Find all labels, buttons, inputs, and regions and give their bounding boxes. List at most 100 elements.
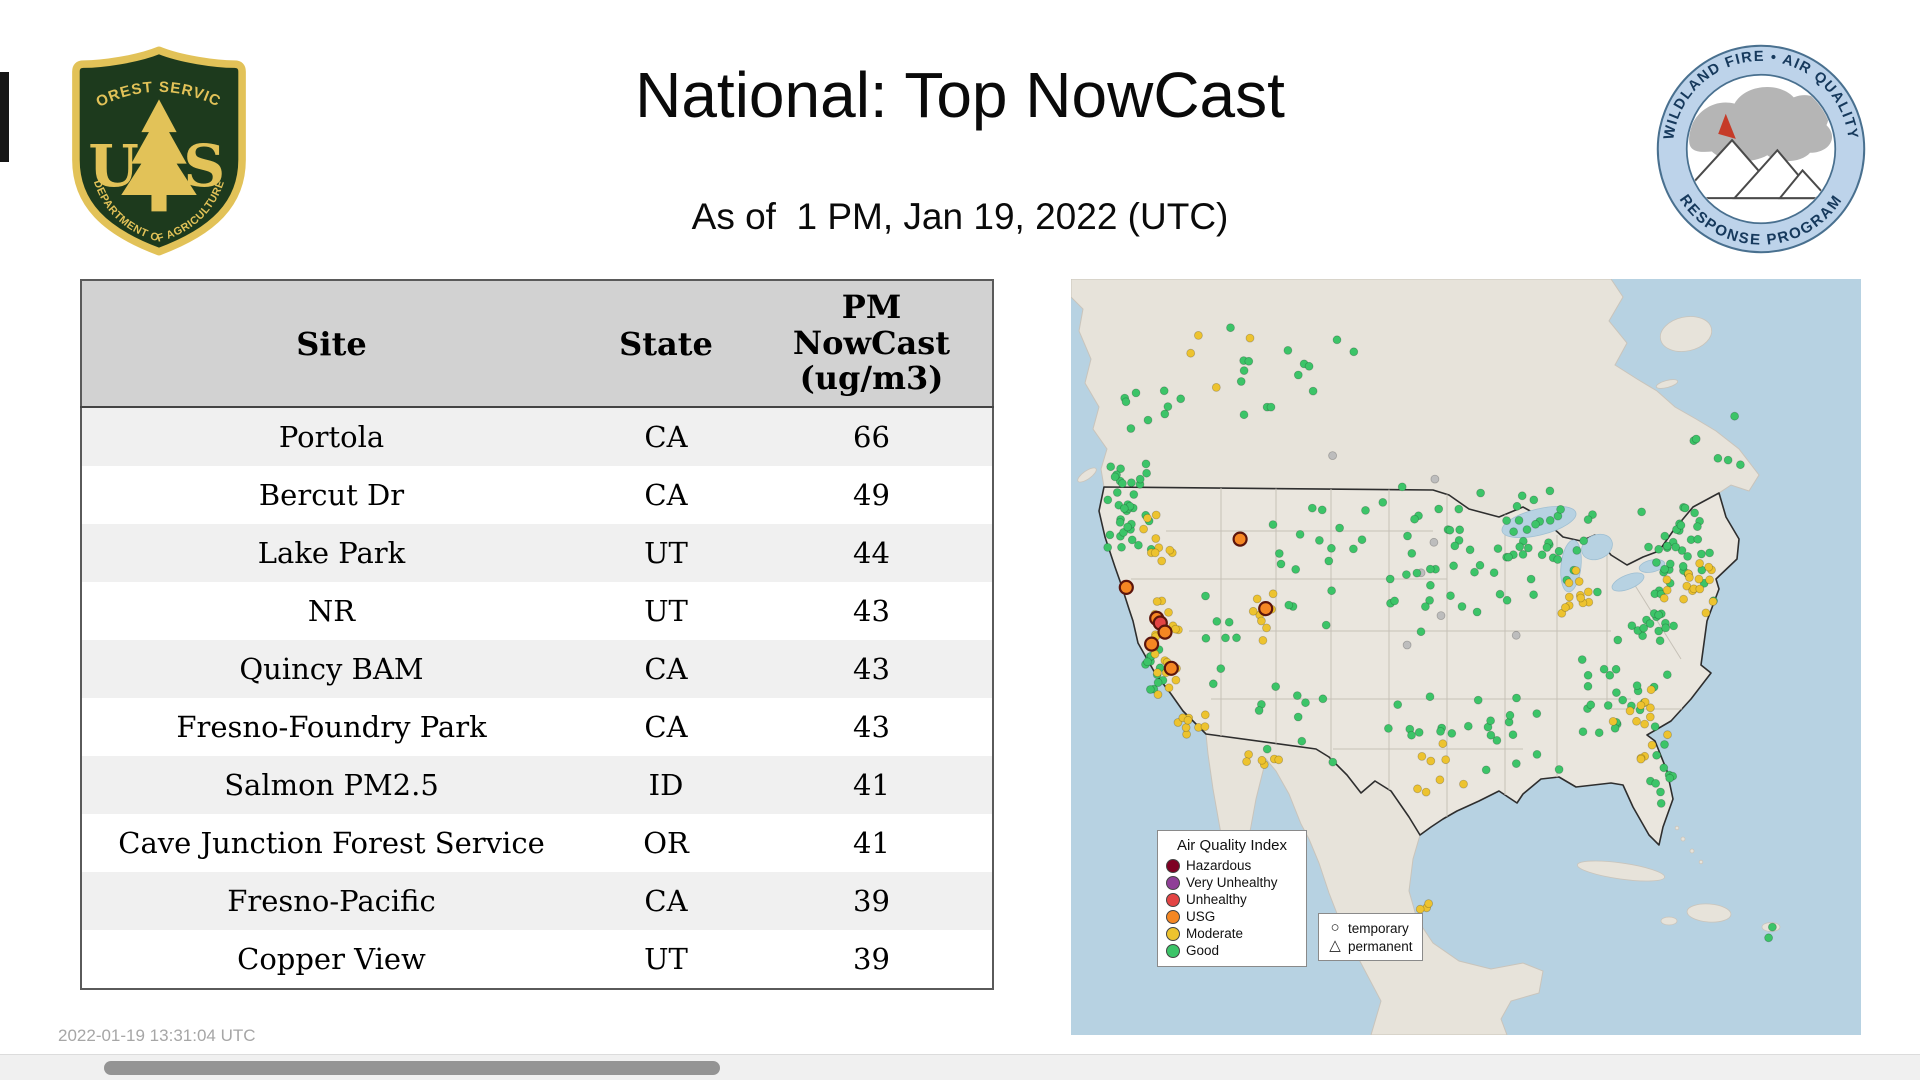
monitor-dot-good (1651, 778, 1661, 788)
table-row: Fresno-Foundry Park CA 43 (81, 698, 993, 756)
monitor-dot-nodata (1511, 630, 1521, 640)
monitor-dot-good (1455, 525, 1465, 535)
monitor-dot-good (1324, 556, 1334, 566)
monitor-dots-layer (1103, 323, 1777, 943)
monitor-dot-good (1293, 370, 1303, 380)
monitor-dot-moderate (1257, 755, 1267, 765)
monitor-dot-good (1545, 486, 1555, 496)
monitor-dot-good (1318, 694, 1328, 704)
monitor-dot-moderate (1625, 706, 1635, 716)
monitor-dot-moderate (1186, 348, 1196, 358)
monitor-dot-good (1650, 722, 1660, 732)
aqi-legend-label: USG (1186, 909, 1216, 924)
aqi-legend-label: Good (1186, 943, 1220, 958)
monitor-dot-good (1683, 551, 1692, 561)
state-cell: CA (644, 652, 688, 686)
monitor-dot-good (1693, 534, 1703, 544)
monitor-dot-good (1612, 688, 1621, 698)
value-cell: 39 (853, 942, 890, 976)
monitor-dot-good (1244, 356, 1254, 366)
top-site-marker-usg (1118, 579, 1134, 595)
monitor-dot-good (1661, 623, 1670, 633)
monitor-dot-moderate (1662, 575, 1672, 585)
monitor-dot-good (1393, 700, 1403, 710)
table-row: Copper View UT 39 (81, 930, 993, 989)
monitor-dot-good (1655, 636, 1665, 646)
monitor-dot-good (1556, 504, 1566, 514)
monitor-dot-good (1224, 617, 1234, 627)
monitor-dot-nodata (1402, 640, 1412, 650)
monitor-dot-good (1693, 522, 1702, 532)
monitor-dot-moderate (1632, 716, 1641, 726)
monitor-dot-good (1159, 386, 1169, 396)
monitor-dot-good (1660, 564, 1669, 574)
monitor-dot-moderate (1151, 534, 1161, 543)
monitor-dot-moderate (1164, 683, 1174, 693)
col-header-site: Site (81, 280, 581, 408)
generation-timestamp: 2022-01-19 13:31:04 UTC (58, 1026, 256, 1045)
shape-legend-item: △ permanent (1328, 937, 1412, 955)
monitor-dot-good (1578, 727, 1588, 737)
monitor-dot-good (1723, 455, 1733, 465)
unhealthy-swatch-icon (1166, 892, 1180, 907)
monitor-dot-moderate (1268, 589, 1278, 599)
monitor-dot-good (1327, 586, 1337, 596)
horizontal-scrollbar-thumb[interactable] (104, 1061, 720, 1075)
table-row: Portola CA 66 (81, 407, 993, 466)
fs-tree-icon (121, 99, 197, 212)
monitor-dot-good (1583, 515, 1593, 525)
very_unhealthy-swatch-icon (1166, 875, 1180, 890)
monitor-dot-moderate (1262, 623, 1271, 633)
monitor-dot-good (1208, 679, 1218, 689)
horizontal-scrollbar-track[interactable] (0, 1054, 1920, 1080)
nowcast-table: Site State PM NowCast (ug/m3) Portola CA 6… (80, 279, 994, 990)
value-cell: 41 (853, 826, 890, 860)
monitor-dot-moderate (1143, 513, 1152, 523)
monitor-dot-good (1677, 546, 1687, 555)
aqi-legend: Air Quality Index Hazardous Very Unhealth… (1157, 830, 1307, 967)
monitor-dot-good (1283, 346, 1293, 355)
monitor-dot-good (1232, 633, 1241, 643)
aqi-legend-label: Hazardous (1186, 858, 1252, 873)
monitor-dot-good (1660, 740, 1669, 749)
monitor-dot-good (1472, 607, 1482, 617)
monitor-dot-moderate (1646, 685, 1656, 695)
monitor-dot-good (1127, 535, 1137, 545)
shape-legend-label: temporary (1348, 920, 1409, 936)
monitor-dot-moderate (1183, 715, 1193, 725)
monitor-dot-moderate (1194, 331, 1203, 340)
monitor-dot-moderate (1139, 524, 1148, 534)
aqi-legend-label: Moderate (1186, 926, 1244, 941)
monitor-dot-good (1328, 757, 1338, 767)
top-site-marker-usg (1232, 531, 1248, 547)
monitor-dot-moderate (1256, 616, 1266, 626)
page-title: National: Top NowCast (635, 59, 1285, 131)
table-row: Quincy BAM CA 43 (81, 640, 993, 698)
monitor-dot-good (1407, 548, 1417, 558)
good-swatch-icon (1166, 943, 1180, 958)
monitor-dot-good (1613, 635, 1623, 645)
monitor-dot-good (1262, 744, 1272, 754)
monitor-dot-good (1141, 459, 1151, 469)
aqi-legend-label: Very Unhealthy (1186, 875, 1278, 890)
monitor-dot-good (1504, 552, 1513, 562)
monitor-dot-good (1446, 591, 1455, 601)
monitor-dot-good (1542, 543, 1552, 552)
monitor-dot-good (1292, 691, 1302, 701)
monitor-dot-good (1768, 922, 1777, 932)
monitor-dot-good (1669, 621, 1678, 631)
monitor-dot-good (1420, 602, 1430, 612)
monitor-dot-good (1665, 559, 1675, 569)
monitor-dot-moderate (1150, 548, 1160, 558)
monitor-dot-good (1143, 657, 1152, 667)
monitor-dot-moderate (1242, 757, 1252, 767)
site-cell: Cave Junction Forest Service (118, 826, 545, 860)
monitor-dot-good (1153, 678, 1163, 688)
monitor-dot-good (1577, 655, 1587, 665)
left-edge-artifact (0, 72, 9, 162)
monitor-dot-good (1385, 574, 1395, 584)
monitor-dot-good (1276, 559, 1286, 569)
monitor-dot-nodata (1430, 474, 1440, 484)
monitor-dot-moderate (1421, 787, 1431, 797)
monitor-dot-moderate (1576, 593, 1586, 603)
